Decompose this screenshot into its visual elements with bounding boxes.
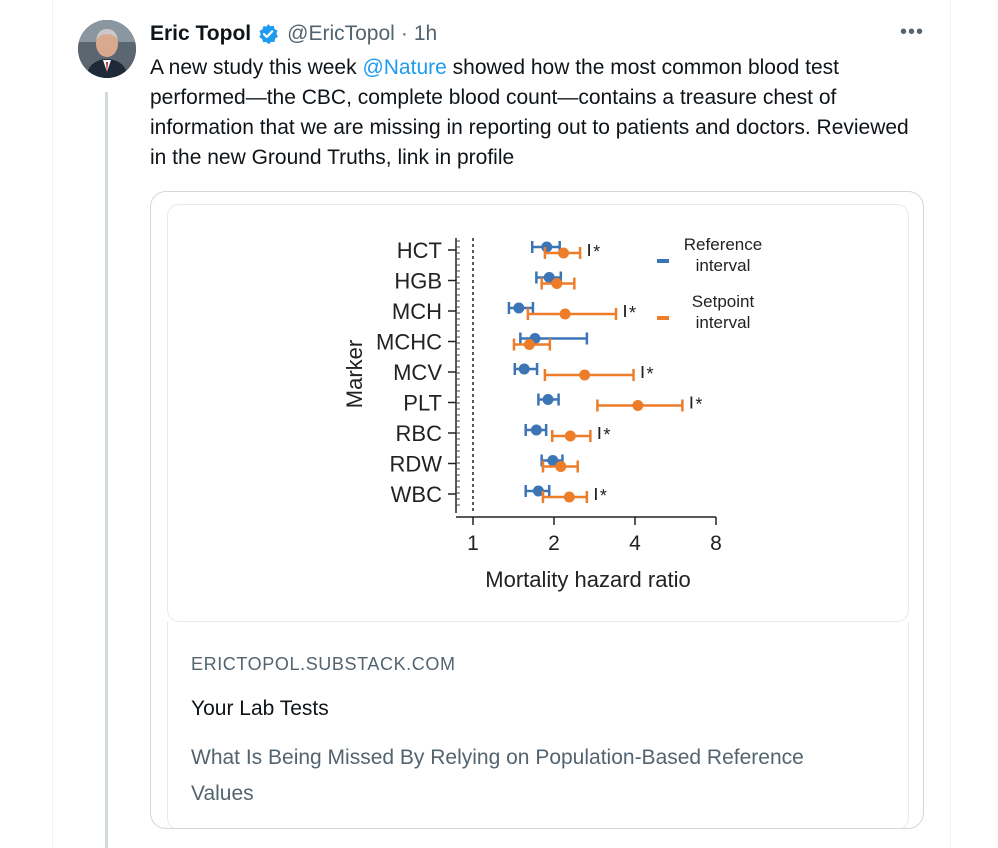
point-estimate <box>542 394 554 405</box>
avatar-photo-icon <box>78 20 136 78</box>
tweet-header: Eric Topol @EricTopol · 1h <box>150 19 437 49</box>
significance-marker: * <box>629 303 636 323</box>
x-tick-label: 1 <box>467 532 479 555</box>
left-column-border <box>52 0 53 848</box>
point-estimate <box>532 485 544 497</box>
significance-marker: * <box>600 486 607 506</box>
point-estimate <box>541 241 553 253</box>
card-domain: ERICTOPOL.SUBSTACK.COM <box>191 654 456 674</box>
header-separator: · <box>400 22 408 45</box>
point-estimate <box>632 400 644 411</box>
x-axis-title: Mortality hazard ratio <box>485 567 690 592</box>
card-meta: ERICTOPOL.SUBSTACK.COM Your Lab Tests Wh… <box>167 622 909 828</box>
point-estimate <box>530 424 542 436</box>
y-tick-label: MCHC <box>376 330 442 355</box>
y-tick-label: WBC <box>391 482 442 507</box>
card-description: What Is Being Missed By Relying on Popul… <box>191 746 804 805</box>
point-estimate <box>579 369 591 381</box>
significance-marker: * <box>593 242 600 262</box>
point-estimate <box>564 430 576 442</box>
y-tick-label: RDW <box>389 452 442 477</box>
point-estimate <box>547 455 559 466</box>
avatar[interactable] <box>78 20 136 78</box>
chart-image: HCT HGB MCH MCHC MCV PLT RBC RDW WBC Marker 1 2 4 8 Mo… <box>167 204 909 622</box>
tweet-text-part: showed how the most common blood test pe… <box>150 56 909 169</box>
legend-label: Setpoint <box>692 292 755 311</box>
author-name[interactable]: Eric Topol <box>150 22 252 45</box>
right-column-border <box>950 0 951 848</box>
legend-label: interval <box>696 256 751 275</box>
x-tick-label: 8 <box>710 532 722 555</box>
significance-marker: * <box>695 395 702 415</box>
point-estimate <box>513 302 525 314</box>
y-tick-label: RBC <box>396 421 443 446</box>
significance-marker: * <box>603 425 610 445</box>
point-estimate <box>543 272 555 283</box>
y-tick-label: PLT <box>403 391 442 416</box>
forest-plot: HCT HGB MCH MCHC MCV PLT RBC RDW WBC Marker 1 2 4 8 Mo… <box>342 235 762 592</box>
y-tick-label: HCT <box>397 238 442 263</box>
y-tick-label: HGB <box>394 269 442 294</box>
legend-label: Reference <box>684 235 762 254</box>
link-card[interactable]: HCT HGB MCH MCHC MCV PLT RBC RDW WBC Marker 1 2 4 8 Mo… <box>150 191 924 829</box>
point-estimate <box>563 491 575 503</box>
verified-badge-icon <box>257 23 279 45</box>
tweet-timestamp[interactable]: 1h <box>413 22 438 45</box>
legend-label: interval <box>696 313 751 332</box>
point-estimate <box>551 278 563 289</box>
tweet-text-part: A new study this week <box>150 56 363 79</box>
author-handle[interactable]: @EricTopol <box>287 22 395 45</box>
significance-marker: * <box>647 364 654 384</box>
more-options-icon[interactable]: ••• <box>899 21 924 43</box>
x-tick-label: 2 <box>548 532 560 555</box>
point-estimate <box>523 339 535 350</box>
tweet-text: A new study this week @Nature showed how… <box>150 53 910 173</box>
point-estimate <box>559 308 571 320</box>
x-tick-label: 4 <box>629 532 641 555</box>
y-tick-label: MCH <box>392 299 442 324</box>
y-tick-label: MCV <box>393 360 442 385</box>
y-axis-title: Marker <box>342 340 367 408</box>
point-estimate <box>555 461 567 472</box>
mention-link[interactable]: @Nature <box>362 56 447 79</box>
point-estimate <box>558 247 570 259</box>
point-estimate <box>518 363 530 375</box>
thread-line <box>105 92 108 848</box>
card-title: Your Lab Tests <box>191 697 329 720</box>
